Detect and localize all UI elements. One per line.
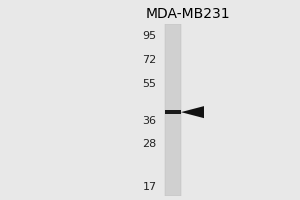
Text: 72: 72 xyxy=(142,55,157,65)
Text: 36: 36 xyxy=(142,116,157,126)
Text: 95: 95 xyxy=(142,31,157,41)
Bar xyxy=(165,110,181,114)
Text: 55: 55 xyxy=(142,79,157,89)
Polygon shape xyxy=(181,106,204,118)
Text: 17: 17 xyxy=(142,182,157,192)
Text: MDA-MB231: MDA-MB231 xyxy=(145,7,230,21)
Bar xyxy=(165,24,181,196)
Text: 28: 28 xyxy=(142,139,157,149)
